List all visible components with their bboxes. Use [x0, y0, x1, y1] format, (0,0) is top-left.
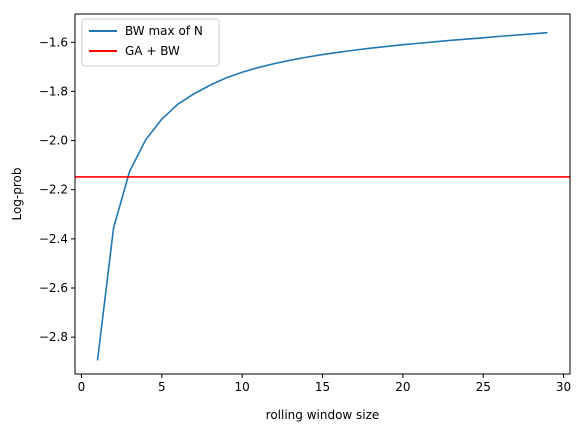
x-tick-label: 10 — [235, 380, 250, 394]
y-tick-label: −2.4 — [39, 232, 68, 246]
legend-label-bw-max-of-n: BW max of N — [125, 24, 203, 38]
x-tick-label: 30 — [556, 380, 571, 394]
x-axis-label: rolling window size — [266, 408, 380, 422]
y-axis-label: Log-prob — [10, 167, 24, 220]
y-tick-label: −2.6 — [39, 281, 68, 295]
legend-label-ga-bw: GA + BW — [125, 44, 180, 58]
y-tick-label: −2.2 — [39, 183, 68, 197]
x-tick-label: 0 — [78, 380, 86, 394]
x-tick-label: 25 — [476, 380, 491, 394]
series-line-bw-max-of-n — [96, 31, 548, 361]
y-tick-label: −2.8 — [39, 330, 68, 344]
x-tick-label: 15 — [315, 380, 330, 394]
x-tick-label: 5 — [158, 380, 166, 394]
legend: BW max of N GA + BW — [81, 18, 220, 67]
x-axis-ticks: 0 5 10 15 20 25 30 — [78, 374, 571, 394]
plot-background — [75, 14, 570, 374]
y-tick-label: −1.8 — [39, 84, 68, 98]
y-tick-label: −1.6 — [39, 35, 68, 49]
plot-frame — [74, 13, 571, 375]
x-tick-label: 20 — [395, 380, 410, 394]
y-tick-label: −2.0 — [39, 134, 68, 148]
y-axis-ticks: −2.8 −2.6 −2.4 −2.2 −2.0 −1.8 −1.6 — [39, 35, 75, 344]
series-layer — [75, 31, 570, 361]
